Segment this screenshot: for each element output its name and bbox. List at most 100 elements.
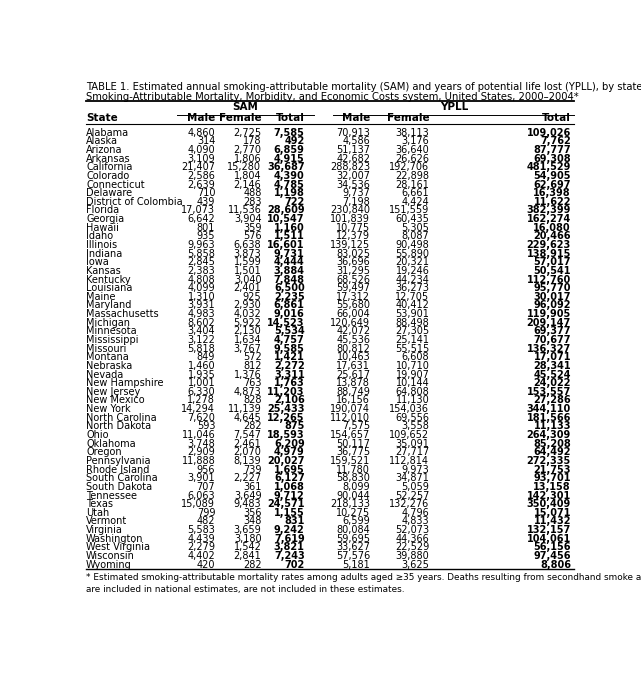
Text: 57,576: 57,576 [336,551,370,561]
Text: 2,725: 2,725 [233,128,262,138]
Text: 18,593: 18,593 [267,430,304,440]
Text: 1,542: 1,542 [233,542,262,553]
Text: 138,915: 138,915 [526,248,571,258]
Text: 13,158: 13,158 [533,482,571,492]
Text: 812: 812 [243,361,262,371]
Text: 6,599: 6,599 [342,516,370,526]
Text: 488: 488 [243,188,262,199]
Text: 11,536: 11,536 [228,205,262,215]
Text: 9,712: 9,712 [274,491,304,501]
Text: 6,859: 6,859 [274,145,304,155]
Text: 1,198: 1,198 [274,188,304,199]
Text: Utah: Utah [86,507,110,518]
Text: 4,439: 4,439 [188,534,215,544]
Text: 4,032: 4,032 [234,309,262,319]
Text: 5,858: 5,858 [187,248,215,258]
Text: 60,435: 60,435 [395,214,429,224]
Text: 1,421: 1,421 [274,352,304,362]
Text: 10,547: 10,547 [267,214,304,224]
Text: 218,133: 218,133 [330,499,370,509]
Text: 15,089: 15,089 [181,499,215,509]
Text: 54,905: 54,905 [533,171,571,181]
Text: Wisconsin: Wisconsin [86,551,135,561]
Text: 28,341: 28,341 [533,361,571,371]
Text: 3,176: 3,176 [402,137,429,147]
Text: Total: Total [276,113,304,123]
Text: 831: 831 [285,516,304,526]
Text: 2,639: 2,639 [188,180,215,190]
Text: 112,814: 112,814 [389,456,429,466]
Text: Arizona: Arizona [86,145,122,155]
Text: 875: 875 [285,421,304,431]
Text: Wyoming: Wyoming [86,559,132,569]
Text: 32,007: 32,007 [337,171,370,181]
Text: 88,498: 88,498 [395,318,429,328]
Text: 722: 722 [285,197,304,207]
Text: 3,748: 3,748 [188,439,215,449]
Text: District of Colombia: District of Colombia [86,197,183,207]
Text: 3,901: 3,901 [188,473,215,483]
Text: Nebraska: Nebraska [86,361,132,371]
Text: 13,878: 13,878 [337,378,370,388]
Text: SAM: SAM [233,102,258,112]
Text: Indiana: Indiana [86,248,122,258]
Text: 5,818: 5,818 [188,344,215,354]
Text: Georgia: Georgia [86,214,124,224]
Text: 57,017: 57,017 [533,257,571,267]
Text: 17,631: 17,631 [337,361,370,371]
Text: 2,227: 2,227 [233,473,262,483]
Text: 36,640: 36,640 [395,145,429,155]
Text: 492: 492 [285,137,304,147]
Text: 21,753: 21,753 [533,464,571,474]
Text: 6,608: 6,608 [402,352,429,362]
Text: 14,523: 14,523 [267,318,304,328]
Text: 7,575: 7,575 [342,421,370,431]
Text: 702: 702 [285,559,304,569]
Text: 5,922: 5,922 [233,318,262,328]
Text: 4,915: 4,915 [274,153,304,164]
Text: 1,695: 1,695 [274,464,304,474]
Text: 154,657: 154,657 [330,430,370,440]
Text: 1,160: 1,160 [274,223,304,233]
Text: 801: 801 [197,223,215,233]
Text: 178: 178 [243,137,262,147]
Text: 36,687: 36,687 [267,162,304,172]
Text: 50,117: 50,117 [337,439,370,449]
Text: 16,601: 16,601 [267,240,304,250]
Text: 348: 348 [243,516,262,526]
Text: 15,280: 15,280 [228,162,262,172]
Text: 7,243: 7,243 [274,551,304,561]
Text: 3,904: 3,904 [234,214,262,224]
Text: 2,130: 2,130 [234,326,262,336]
Text: 361: 361 [243,482,262,492]
Text: 1,501: 1,501 [234,266,262,276]
Text: 2,279: 2,279 [187,542,215,553]
Text: Missouri: Missouri [86,344,126,354]
Text: 12,265: 12,265 [267,413,304,423]
Text: Vermont: Vermont [86,516,128,526]
Text: 1,806: 1,806 [234,153,262,164]
Text: 3,821: 3,821 [274,542,304,553]
Text: Arkansas: Arkansas [86,153,131,164]
Text: Smoking-Attributable Mortality, Morbidity, and Economic Costs system, United Sta: Smoking-Attributable Mortality, Morbidit… [86,92,579,102]
Text: Virginia: Virginia [86,525,123,535]
Text: 17,312: 17,312 [337,292,370,302]
Text: 264,309: 264,309 [527,430,571,440]
Text: Delaware: Delaware [86,188,132,199]
Text: 44,366: 44,366 [395,534,429,544]
Text: 66,004: 66,004 [337,309,370,319]
Text: Florida: Florida [86,205,119,215]
Text: 7,585: 7,585 [274,128,304,138]
Text: 9,973: 9,973 [402,464,429,474]
Text: 10,275: 10,275 [336,507,370,518]
Text: 4,808: 4,808 [188,275,215,285]
Text: 3,767: 3,767 [233,344,262,354]
Text: 24,571: 24,571 [267,499,304,509]
Text: 4,444: 4,444 [274,257,304,267]
Text: 69,556: 69,556 [395,413,429,423]
Text: 799: 799 [197,507,215,518]
Text: New York: New York [86,404,131,414]
Text: 45,524: 45,524 [533,369,571,380]
Text: Alaska: Alaska [86,137,118,147]
Text: 10,775: 10,775 [336,223,370,233]
